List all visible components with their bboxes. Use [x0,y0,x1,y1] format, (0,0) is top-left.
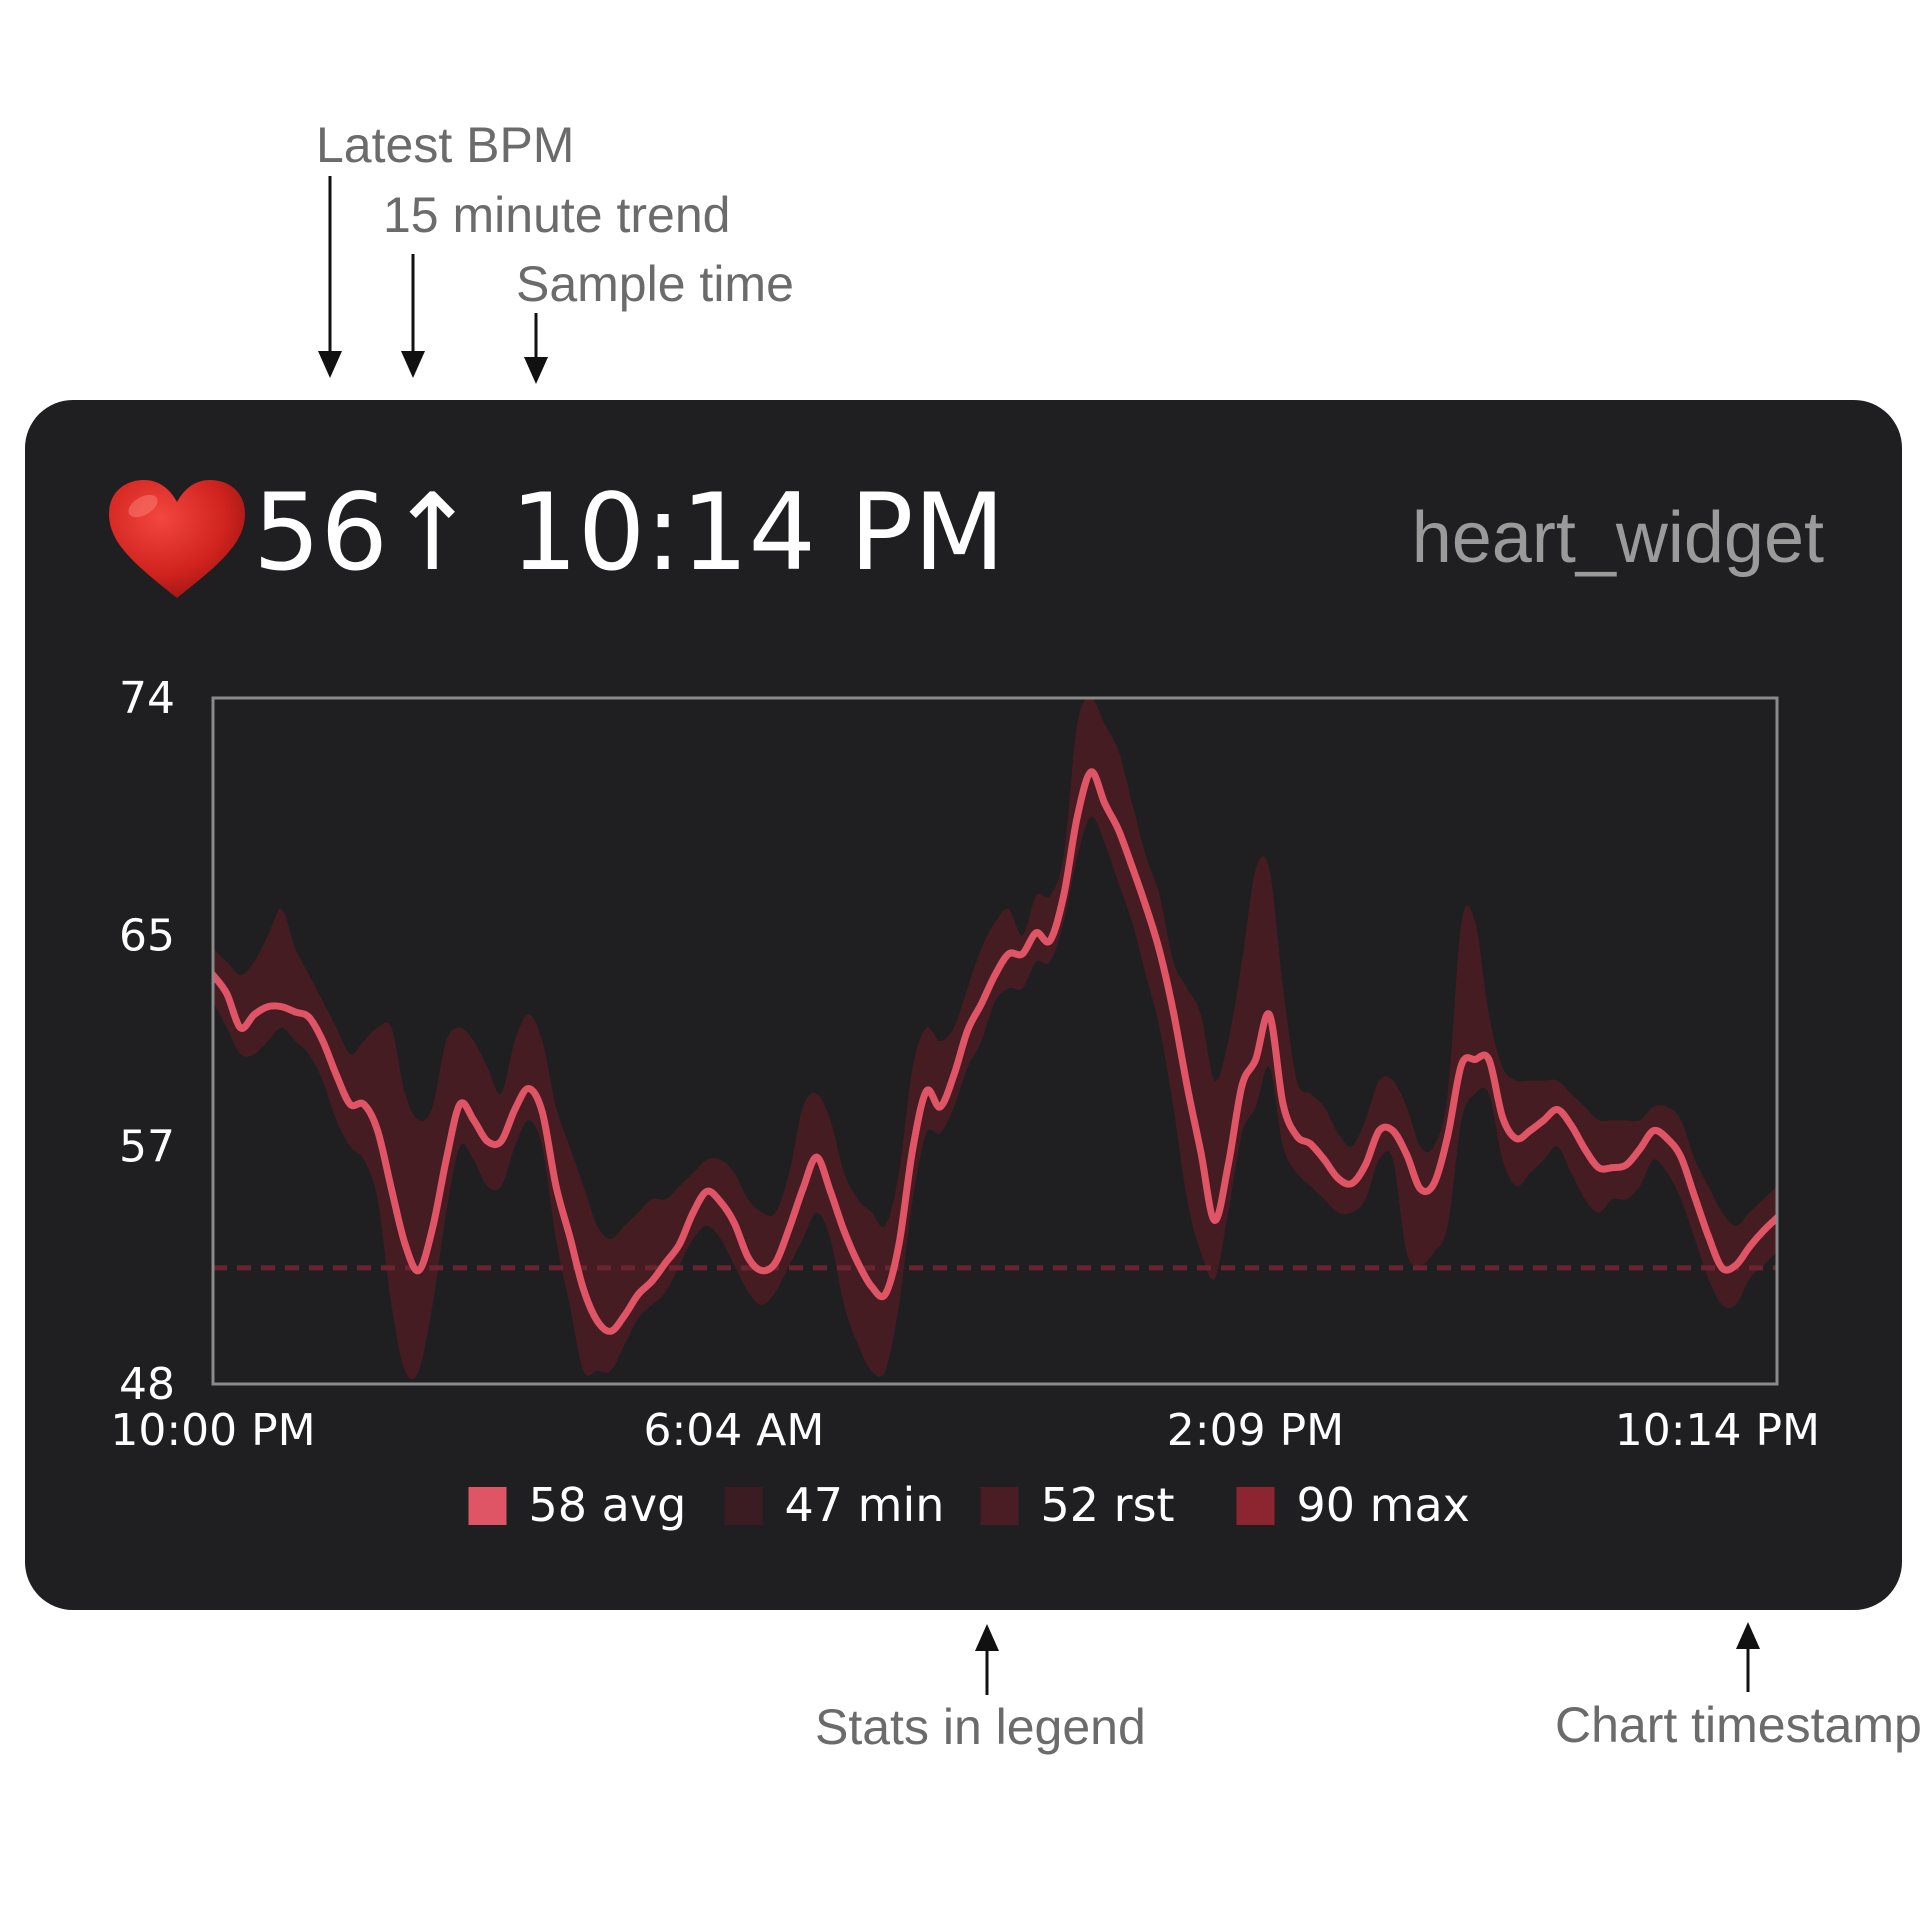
annotation-trend: 15 minute trend [383,187,731,243]
x-tick-label: 10:00 PM [110,1405,315,1456]
x-tick-label: 2:09 PM [1167,1405,1344,1456]
x-tick-label: 10:14 PM [1615,1405,1820,1456]
plot-frame [211,696,1779,1386]
x-tick-label: 6:04 AM [643,1405,824,1456]
legend-label: 47 min [785,1478,945,1532]
annotation-latest-bpm: Latest BPM [316,117,575,173]
annotation-stats-in-legend: Stats in legend [815,1699,1146,1755]
legend-swatch [724,1487,763,1525]
y-tick-label: 65 [119,910,175,961]
widget-name: heart_widget [1411,498,1824,578]
bpm-readout: 56↑ 10:14 PM [253,480,1005,586]
y-tick-label: 74 [119,673,175,724]
latest-bpm-value: 56 [253,471,388,594]
series-line-bpm [213,768,1777,1335]
annotation-sample-time: Sample time [516,256,794,312]
annotation-chart-timestamp: Chart timestamp [1555,1697,1920,1753]
legend-label: 90 max [1297,1478,1470,1532]
heart-widget-card: 56↑ 10:14 PM heart_widget 74 65 57 48 10:00… [25,400,1902,1610]
legend-swatch [980,1487,1019,1525]
trend-arrow: ↑ [387,471,477,594]
legend-swatch [468,1487,507,1525]
variability-band [213,698,1777,1380]
y-tick-label: 48 [119,1359,175,1410]
legend-label: 58 avg [529,1478,687,1532]
heart-icon [109,480,245,598]
sample-time: 10:14 PM [510,471,1005,594]
y-tick-label: 57 [119,1122,175,1173]
legend-label: 52 rst [1041,1478,1175,1532]
legend-swatch [1236,1487,1275,1525]
